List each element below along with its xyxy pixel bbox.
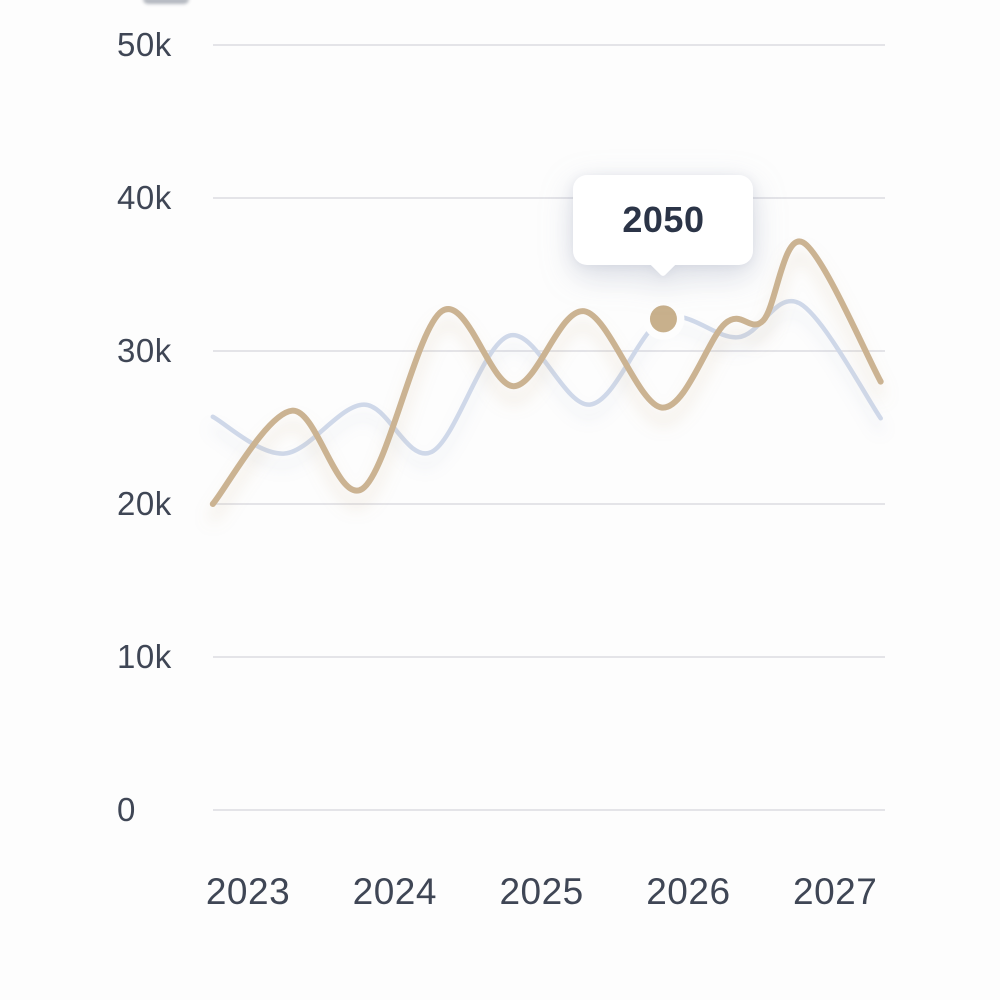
series-primary-line <box>209 238 884 507</box>
y-tick-label: 40k <box>117 179 172 216</box>
y-tick-label: 30k <box>117 332 172 369</box>
y-tick-label: 20k <box>117 485 172 522</box>
y-tick-label: 10k <box>117 638 172 675</box>
y-tick-label: 50k <box>117 26 172 63</box>
cropped-element-fragment <box>143 0 189 4</box>
gridlines <box>213 44 885 811</box>
highlight-dot[interactable] <box>649 305 677 333</box>
x-tick-label: 2025 <box>499 871 584 912</box>
tooltip-value: 2050 <box>622 199 705 240</box>
tooltip: 2050 <box>573 175 754 278</box>
y-tick-label: 0 <box>117 791 136 828</box>
x-tick-label: 2024 <box>352 871 437 912</box>
x-tick-label: 2026 <box>646 871 731 912</box>
x-tick-label: 2027 <box>793 871 878 912</box>
x-tick-label: 2023 <box>205 871 291 912</box>
